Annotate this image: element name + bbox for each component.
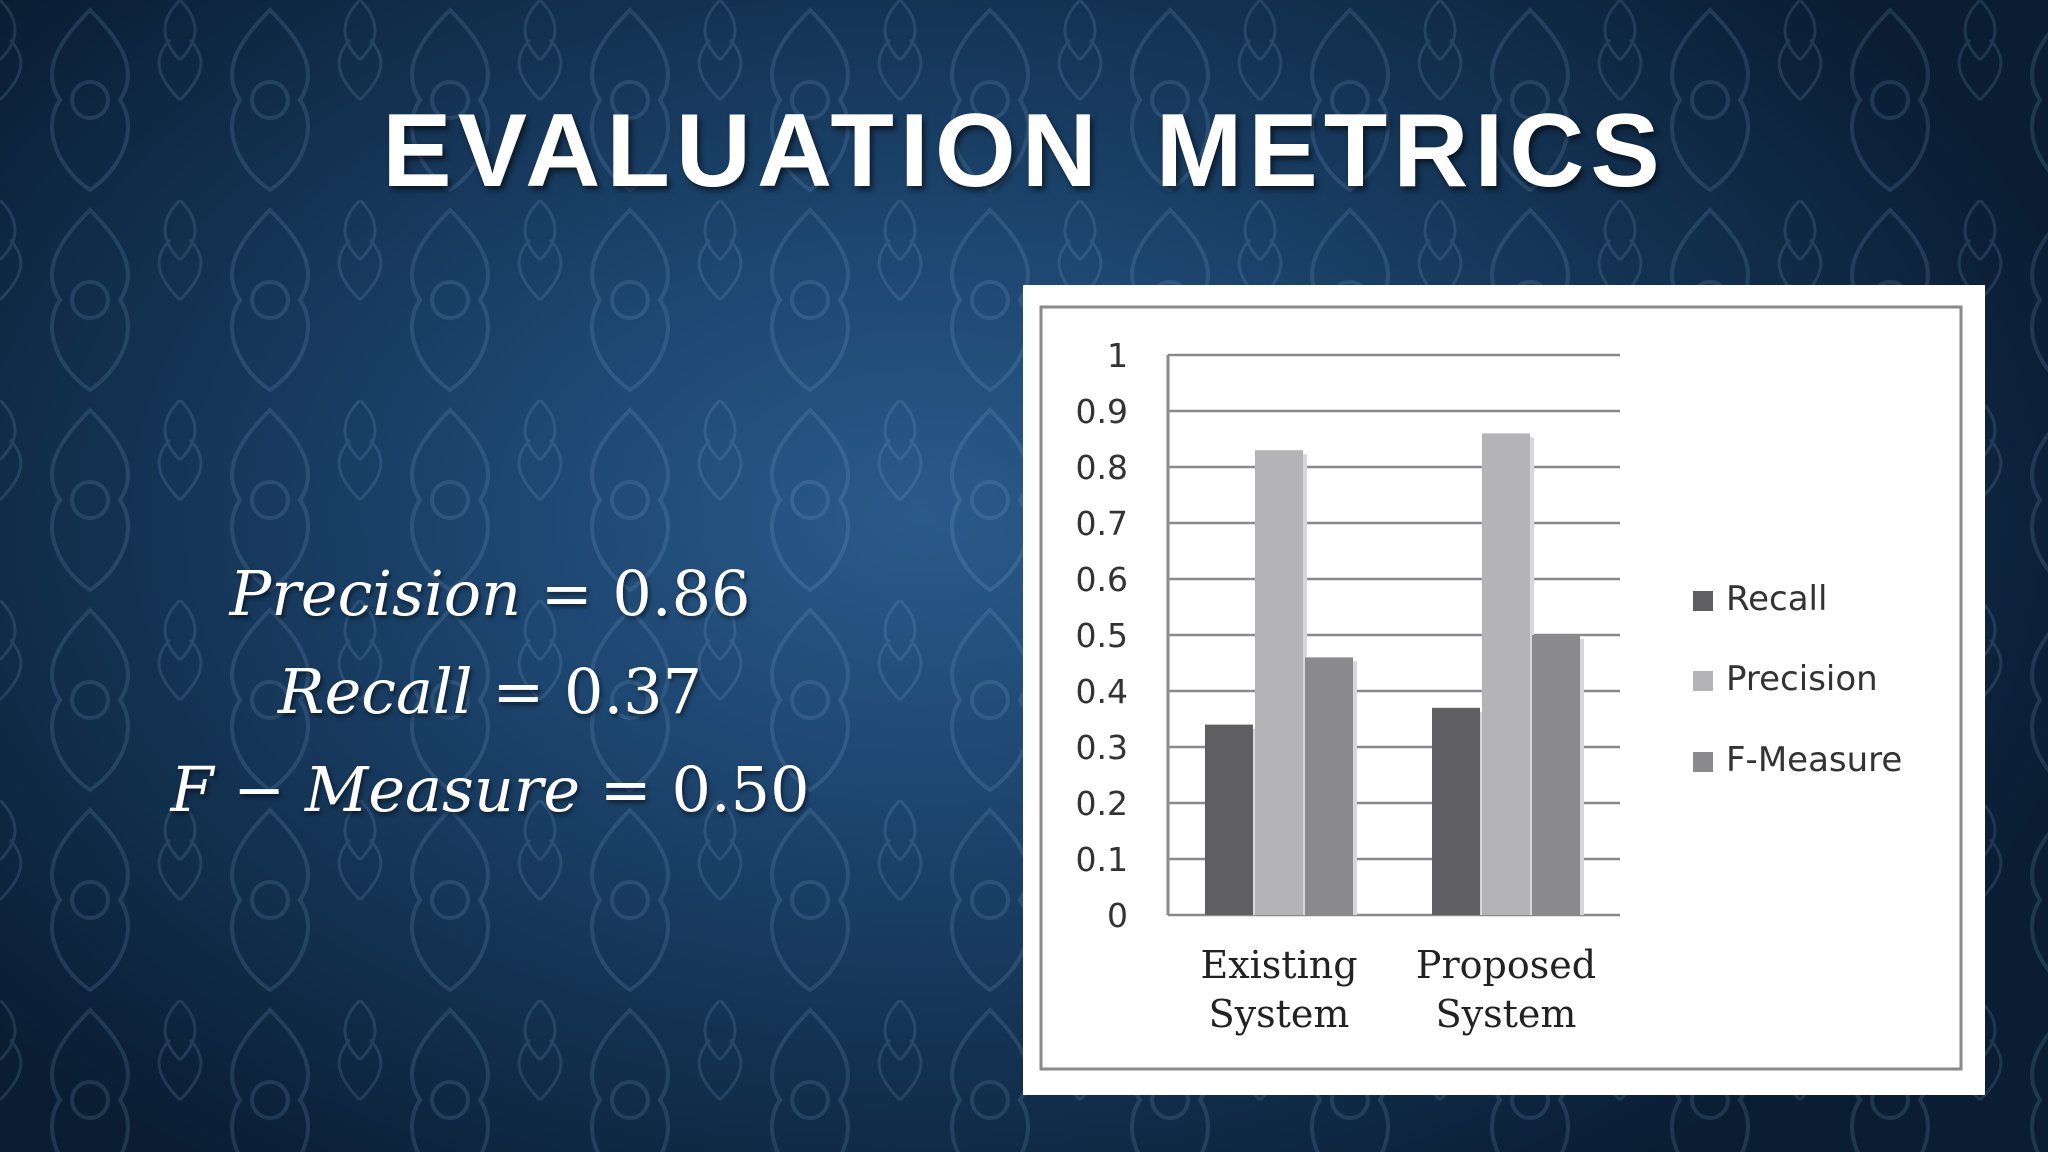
legend: Recall Precision F-Measure [1693, 579, 1902, 780]
y-tick-label: 1 [1107, 336, 1128, 375]
bar [1532, 635, 1580, 915]
formula-block: Precision = 0.86 Recall = 0.37 F − Measu… [120, 545, 860, 839]
bar-chart: 0 0.1 0.2 0.3 0.4 0.5 0.6 0.7 0.8 0.9 1 Existing Sy… [1039, 305, 1963, 1071]
formula-operator: = [521, 557, 613, 630]
y-tick-label: 0.2 [1076, 784, 1128, 823]
formula-value: 0.86 [612, 557, 751, 630]
bar [1432, 707, 1480, 915]
legend-swatch [1693, 671, 1713, 691]
y-tick-label: 0.1 [1076, 840, 1128, 879]
bar [1255, 450, 1303, 915]
slide-title: EVALUATION METRICS [382, 93, 1666, 209]
legend-label: F-Measure [1726, 740, 1902, 780]
formula-recall: Recall = 0.37 [120, 643, 860, 741]
x-tick-label: Existing [1200, 943, 1357, 987]
y-tick-label: 0.9 [1076, 392, 1128, 431]
bar [1305, 657, 1353, 915]
chart-card: 0 0.1 0.2 0.3 0.4 0.5 0.6 0.7 0.8 0.9 1 Existing Sy… [1023, 285, 1985, 1095]
y-tick-label: 0.4 [1076, 672, 1128, 711]
x-axis: Existing System Proposed System [1200, 943, 1596, 1036]
formula-value: 0.50 [671, 753, 810, 826]
formula-lhs: Precision [229, 557, 522, 630]
y-tick-label: 0.5 [1076, 616, 1128, 655]
y-tick-label: 0.3 [1076, 728, 1128, 767]
y-tick-label: 0.8 [1076, 448, 1128, 487]
formula-precision: Precision = 0.86 [120, 545, 860, 643]
formula-lhs: Recall [277, 655, 473, 728]
bar [1205, 724, 1253, 915]
formula-f-measure: F − Measure = 0.50 [120, 741, 860, 839]
legend-swatch [1693, 752, 1713, 772]
formula-operator: = [472, 655, 565, 728]
y-axis: 0 0.1 0.2 0.3 0.4 0.5 0.6 0.7 0.8 0.9 1 [1076, 336, 1170, 935]
x-tick-label: System [1436, 992, 1577, 1036]
bars [1205, 433, 1584, 915]
x-tick-label: System [1209, 992, 1350, 1036]
formula-lhs: F − Measure [170, 753, 581, 826]
y-tick-label: 0.6 [1076, 560, 1128, 599]
bar [1482, 433, 1530, 915]
x-tick-label: Proposed [1416, 943, 1596, 987]
formula-operator: = [580, 753, 672, 826]
y-tick-label: 0 [1107, 896, 1128, 935]
legend-label: Precision [1726, 659, 1878, 699]
legend-label: Recall [1726, 579, 1827, 619]
y-tick-label: 0.7 [1076, 504, 1128, 543]
formula-value: 0.37 [564, 655, 703, 728]
legend-swatch [1693, 591, 1713, 611]
